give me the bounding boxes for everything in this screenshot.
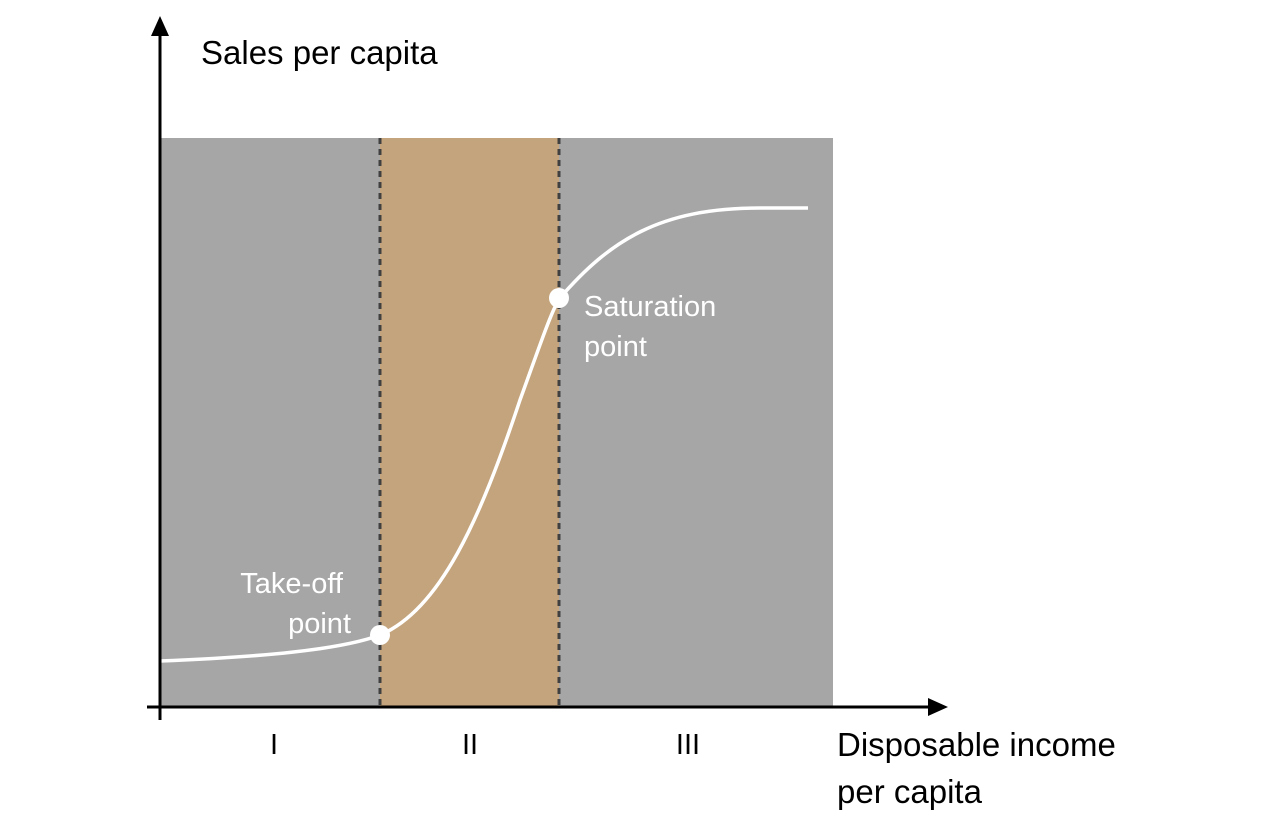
saturation-point-label: Saturation point xyxy=(584,291,724,363)
takeoff-point-label-line-2: point xyxy=(288,608,351,640)
saturation-point-marker xyxy=(549,288,569,308)
s-curve xyxy=(159,206,808,663)
takeoff-point-label-line-1: Take-off xyxy=(240,568,344,600)
saturation-point-label-line-1: Saturation xyxy=(584,291,716,323)
region-iii-label: III xyxy=(676,729,700,761)
region-i-background xyxy=(160,138,380,707)
x-axis-arrowhead xyxy=(928,698,948,716)
y-axis-title: Sales per capita xyxy=(201,34,438,71)
takeoff-point-label: Take-off point xyxy=(240,568,351,640)
x-axis-title-line-2: per capita xyxy=(837,773,983,810)
x-axis-title: Disposable income per capita xyxy=(837,726,1125,810)
takeoff-point-marker xyxy=(370,625,390,645)
region-ii-label: II xyxy=(462,729,478,761)
y-axis-arrowhead xyxy=(151,16,169,36)
region-iii-background xyxy=(559,138,833,707)
saturation-point-label-line-2: point xyxy=(584,331,647,363)
region-i-label: I xyxy=(270,729,278,761)
x-axis-title-line-1: Disposable income xyxy=(837,726,1116,763)
region-ii-background xyxy=(380,138,559,707)
